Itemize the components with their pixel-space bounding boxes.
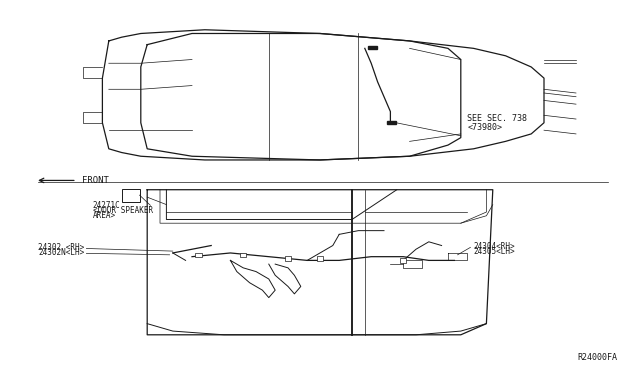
- Text: R24000FA: R24000FA: [578, 353, 618, 362]
- Bar: [317, 256, 323, 261]
- Bar: [195, 253, 202, 257]
- Bar: [240, 253, 246, 257]
- Text: FRONT: FRONT: [82, 176, 109, 185]
- Text: 24271C: 24271C: [93, 201, 120, 210]
- Text: <DOOR SPEAKER: <DOOR SPEAKER: [93, 206, 153, 215]
- Text: AREA>: AREA>: [93, 211, 116, 220]
- Text: 24304<RH>: 24304<RH>: [474, 242, 515, 251]
- Bar: [368, 46, 377, 49]
- Text: 24302N<LH>: 24302N<LH>: [38, 248, 84, 257]
- Text: 24302 <RH>: 24302 <RH>: [38, 243, 84, 251]
- Text: 24305<LH>: 24305<LH>: [474, 247, 515, 256]
- Bar: [400, 258, 406, 263]
- Text: SEE SEC. 738: SEE SEC. 738: [467, 114, 527, 123]
- Text: <73980>: <73980>: [467, 123, 502, 132]
- Bar: [285, 256, 291, 261]
- Bar: [387, 121, 396, 124]
